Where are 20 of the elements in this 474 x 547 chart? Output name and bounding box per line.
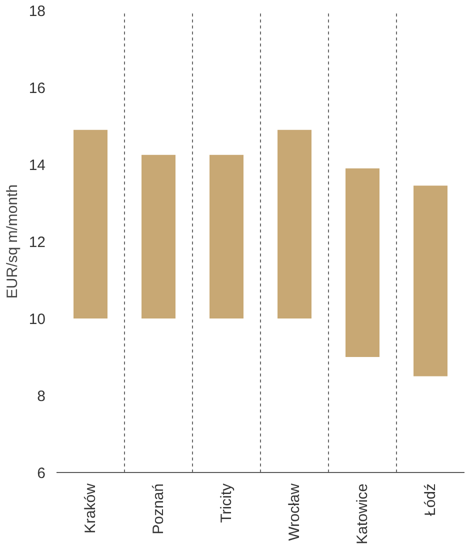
bar: [346, 168, 380, 357]
y-axis-title: EUR/sq m/month: [4, 184, 21, 299]
y-tick-label: 18: [28, 3, 46, 20]
y-tick-label: 16: [28, 80, 46, 97]
y-tick-label: 8: [37, 388, 46, 405]
y-tick-label: 12: [28, 234, 46, 251]
y-tick-label: 14: [28, 157, 46, 174]
x-tick-label: Katowice: [354, 483, 371, 544]
x-tick-label: Wrocław: [286, 483, 303, 541]
bar: [278, 130, 312, 318]
x-tick-label: Kraków: [82, 483, 99, 534]
bar: [74, 130, 108, 318]
bar: [414, 186, 448, 376]
x-tick-label: Poznań: [150, 484, 167, 534]
y-tick-label: 6: [37, 465, 46, 482]
bar: [142, 154, 176, 318]
x-tick-label: Łódź: [422, 483, 439, 516]
bar: [210, 154, 244, 318]
x-tick-label: Tricity: [218, 483, 235, 523]
y-tick-label: 10: [28, 311, 46, 328]
